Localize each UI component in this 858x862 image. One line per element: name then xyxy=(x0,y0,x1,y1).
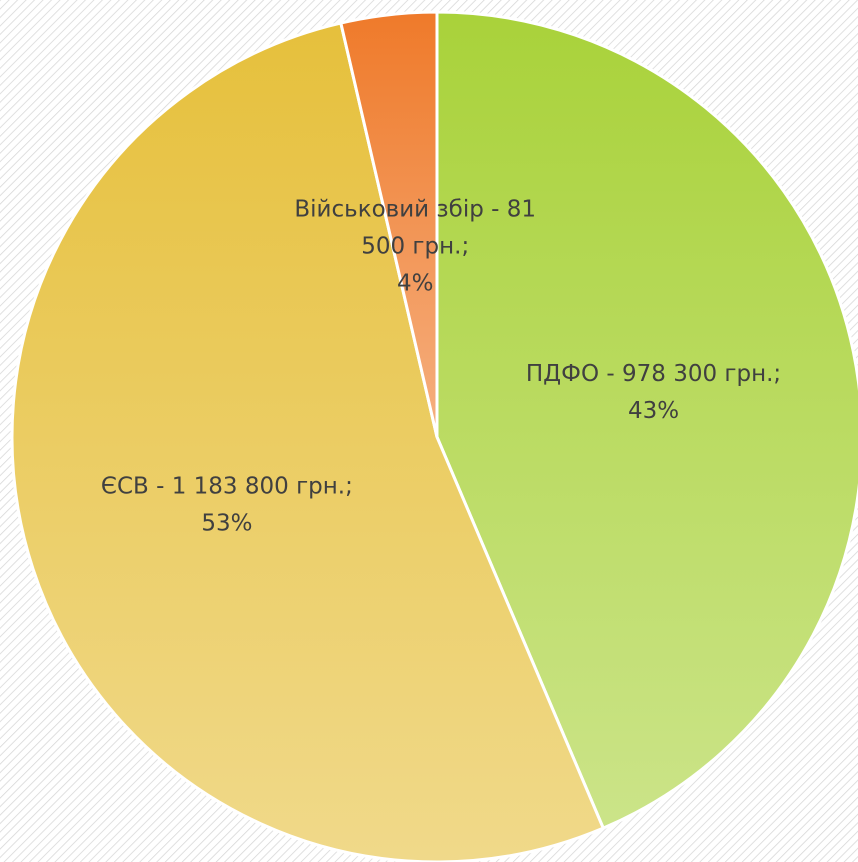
data-label: 43% xyxy=(628,398,679,424)
data-label: 4% xyxy=(397,270,434,296)
data-label: ПДФО - 978 300 грн.; xyxy=(526,361,781,387)
data-label: ЄСВ - 1 183 800 грн.; xyxy=(101,473,353,499)
pie-slice xyxy=(10,21,606,862)
pie-slice xyxy=(339,10,439,438)
pie-slice xyxy=(435,10,858,831)
data-label: 53% xyxy=(201,510,252,536)
data-label: Військовий збір - 81 xyxy=(294,196,536,222)
data-label: 500 грн.; xyxy=(361,233,469,259)
